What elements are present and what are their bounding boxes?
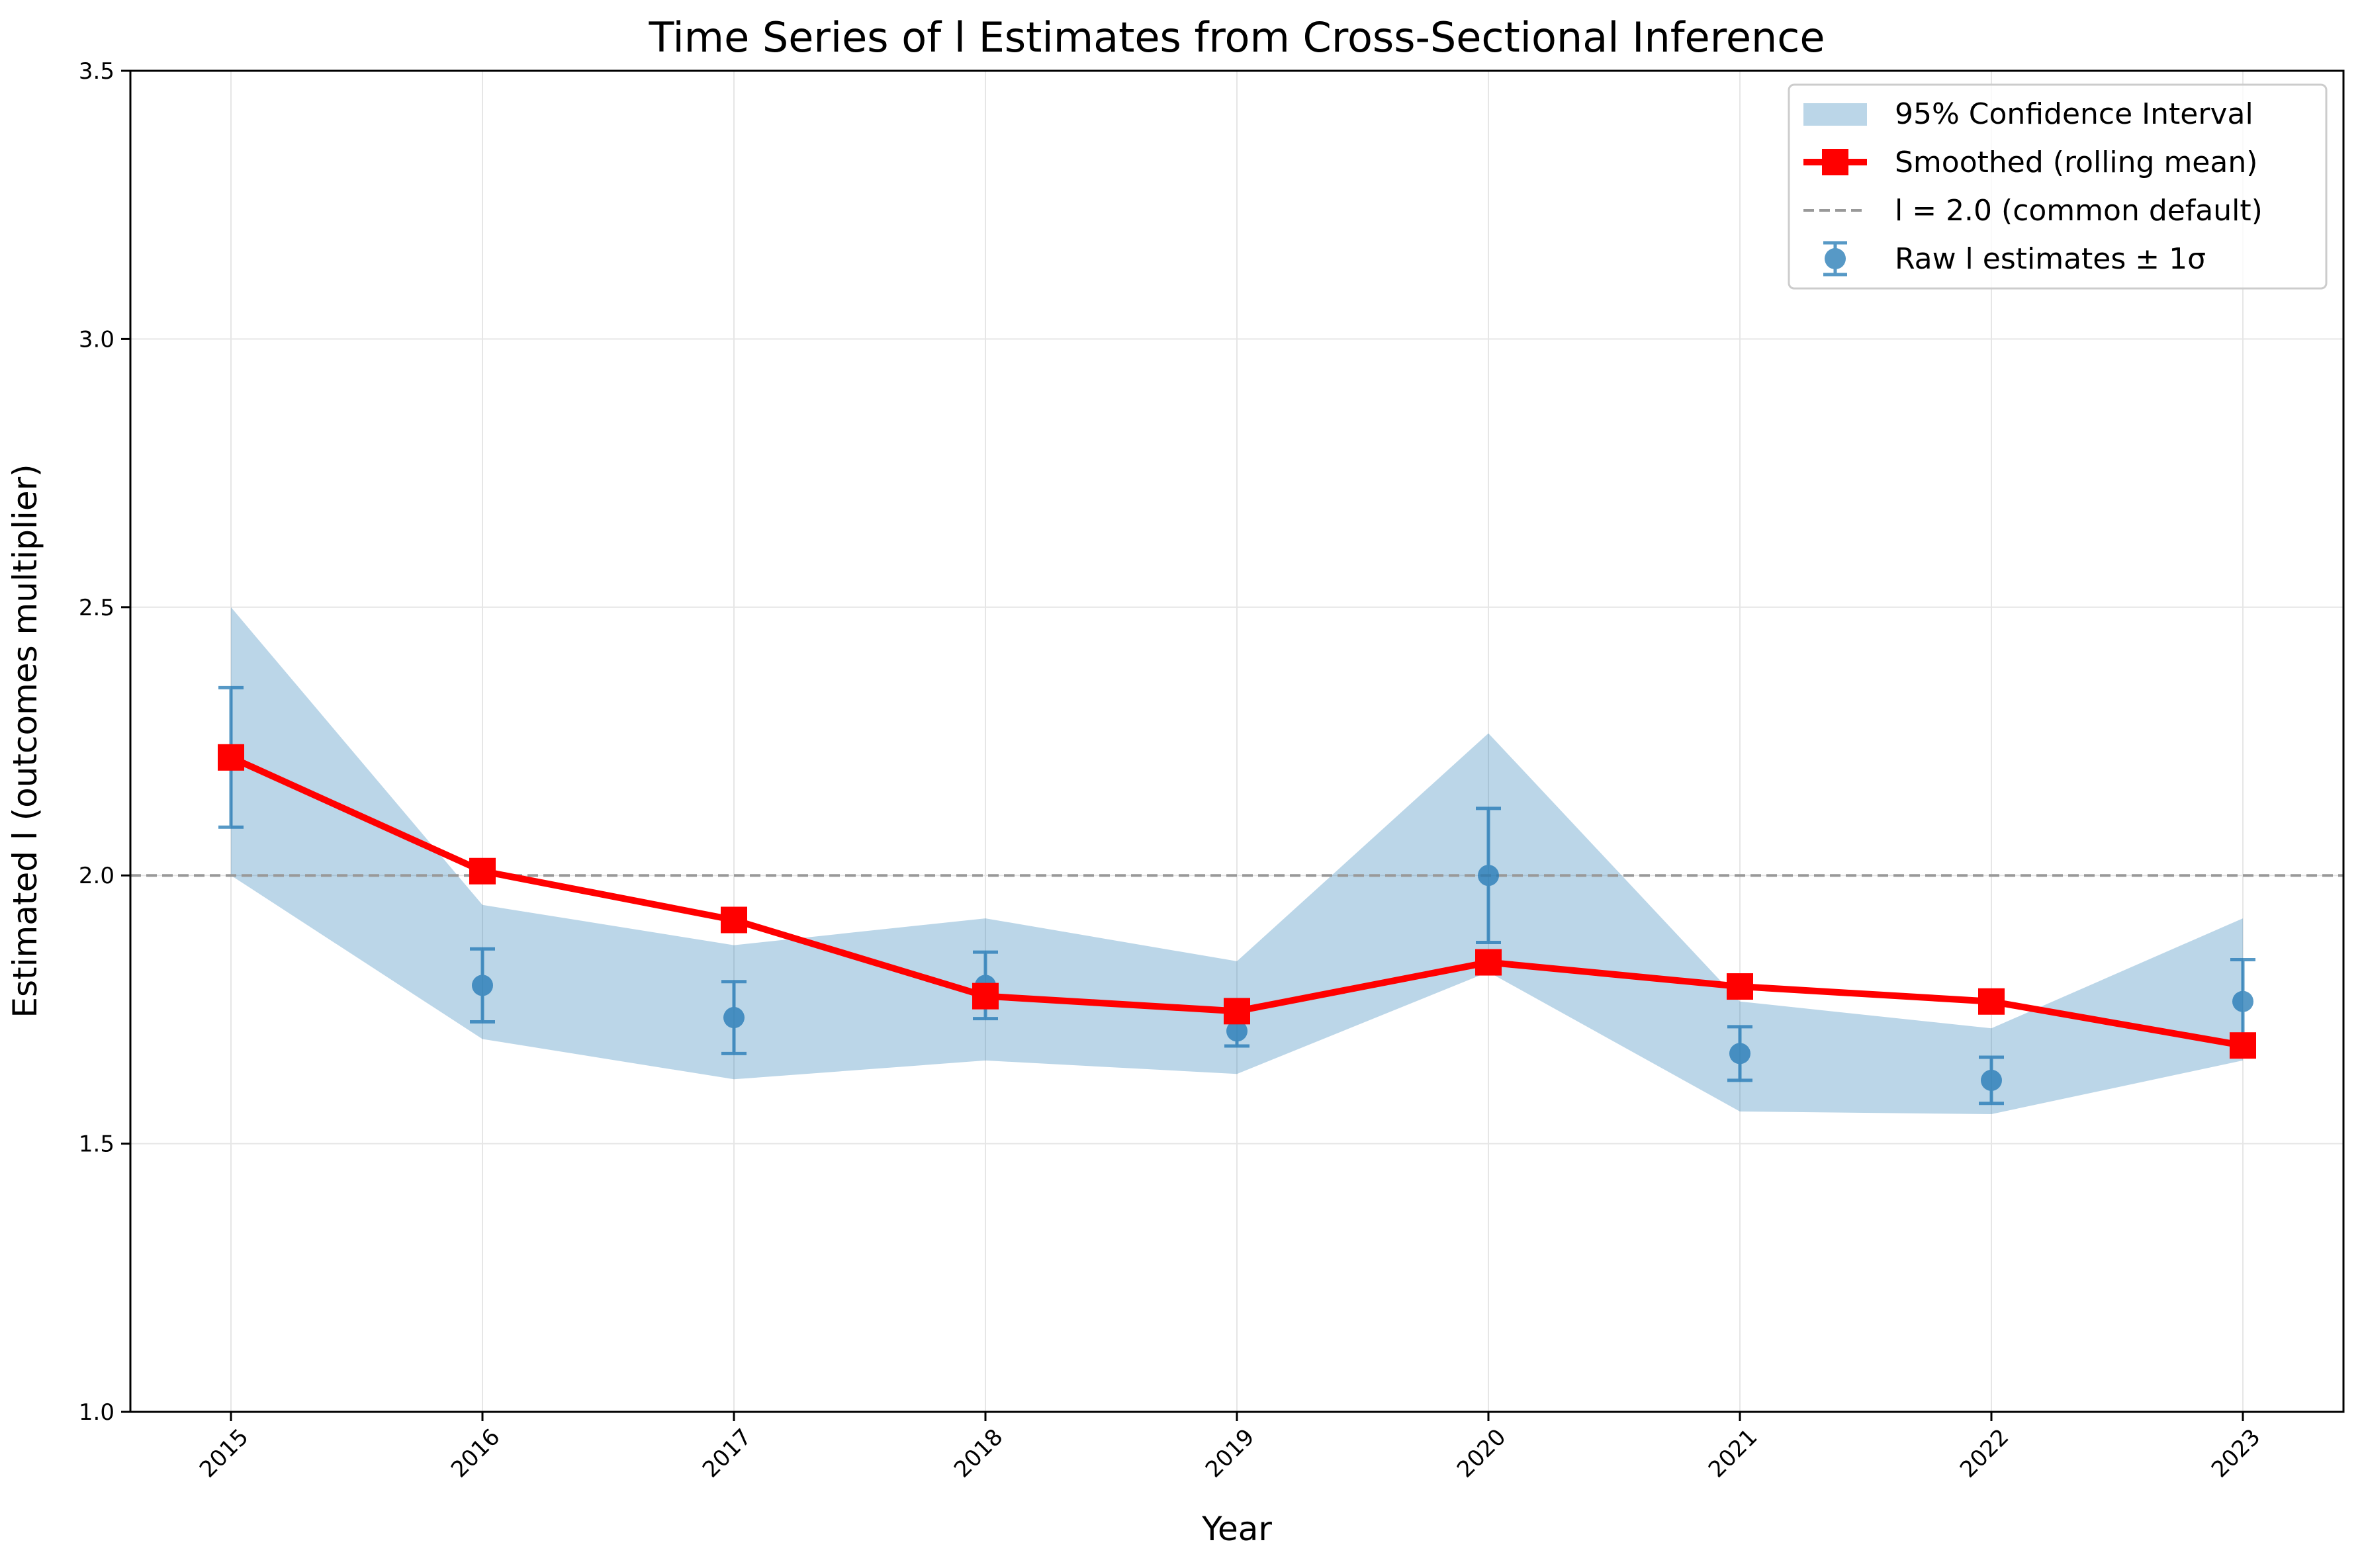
legend-label: Smoothed (rolling mean) xyxy=(1895,146,2257,179)
smoothed-series xyxy=(218,744,2256,1059)
legend-label: 95% Confidence Interval xyxy=(1895,97,2253,131)
legend-item: Raw l estimates ± 1σ xyxy=(1823,241,2206,277)
x-tick-label: 2020 xyxy=(1452,1424,1511,1483)
legend-handle-band xyxy=(1803,103,1867,126)
legend-item: Smoothed (rolling mean) xyxy=(1803,146,2257,179)
y-axis-title: Estimated l (outcomes multiplier) xyxy=(6,464,44,1018)
raw-estimate xyxy=(470,947,495,1024)
legend-handle-marker xyxy=(1822,149,1848,175)
smoothed-point xyxy=(469,857,496,885)
y-tick-label: 3.0 xyxy=(79,326,114,353)
y-tick-label: 3.5 xyxy=(79,58,114,85)
raw-point xyxy=(1981,1069,2002,1091)
raw-point xyxy=(2232,990,2253,1012)
x-tick-label: 2019 xyxy=(1201,1424,1259,1483)
raw-point xyxy=(1478,865,1499,887)
raw-point xyxy=(723,1007,745,1029)
smoothed-point xyxy=(1727,973,1753,1000)
raw-estimate xyxy=(1727,1025,1752,1082)
smoothed-point xyxy=(721,906,747,934)
raw-estimate xyxy=(1979,1055,2004,1106)
raw-point xyxy=(1729,1043,1750,1065)
y-tick-label: 2.0 xyxy=(79,863,114,889)
raw-point xyxy=(1226,1020,1248,1042)
x-tick-label: 2015 xyxy=(195,1424,253,1483)
raw-estimate xyxy=(721,980,747,1055)
x-tick-label: 2023 xyxy=(2206,1424,2265,1483)
smoothed-point xyxy=(2230,1032,2256,1059)
x-tick-label: 2016 xyxy=(446,1424,505,1483)
x-axis-title: Year xyxy=(1201,1510,1272,1548)
legend-item: l = 2.0 (common default) xyxy=(1803,194,2263,228)
smoothed-point xyxy=(1224,998,1250,1025)
y-tick-label: 1.5 xyxy=(79,1131,114,1158)
legend-item: 95% Confidence Interval xyxy=(1803,97,2253,131)
smoothed-point xyxy=(1475,949,1502,976)
legend-label: Raw l estimates ± 1σ xyxy=(1895,242,2206,276)
x-tick-label: 2021 xyxy=(1703,1424,1762,1483)
y-tick-label: 1.0 xyxy=(79,1399,114,1426)
smoothed-point xyxy=(972,982,999,1010)
x-tick-label: 2018 xyxy=(949,1424,1008,1483)
y-tick-label: 2.5 xyxy=(79,595,114,621)
chart-title: Time Series of l Estimates from Cross-Se… xyxy=(648,13,1825,62)
smoothed-point xyxy=(1978,988,2005,1015)
x-tick-label: 2017 xyxy=(698,1424,756,1483)
legend-box xyxy=(1788,83,2328,290)
smoothed-point xyxy=(218,744,244,771)
legend-handle-errorbar xyxy=(1823,241,1847,277)
legend-label: l = 2.0 (common default) xyxy=(1895,194,2263,228)
x-tick-label: 2022 xyxy=(1955,1424,2014,1483)
legend: 95% Confidence Interval Smoothed (rolling… xyxy=(1788,83,2328,290)
legend-point xyxy=(1825,248,1846,269)
raw-point xyxy=(472,975,493,996)
raw-estimate xyxy=(1476,806,1501,945)
